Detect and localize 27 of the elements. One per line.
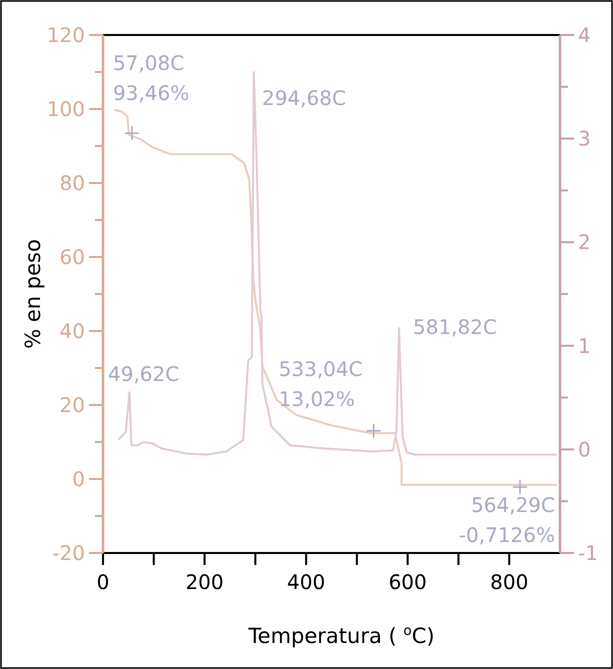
y-tick-label: 40 — [60, 319, 85, 343]
y-tick-label: 80 — [60, 171, 85, 195]
y2-tick-label: 4 — [578, 23, 591, 47]
annotation: 57,08C 93,46% — [112, 51, 190, 106]
annotation: 294,68C — [262, 86, 346, 110]
annotation: 564,29C -0,7126% — [458, 493, 555, 547]
y2-tick-label: 3 — [578, 126, 591, 151]
y-tick-label: 60 — [60, 245, 85, 269]
y-tick-label: 120 — [46, 23, 85, 47]
annotation: 533,04C 13,02% — [278, 356, 363, 411]
y2-tick-label: 2 — [578, 230, 591, 254]
x-tick-label: 800 — [490, 570, 528, 594]
y-tick-label: -20 — [52, 541, 85, 565]
annotation: 49,62C — [108, 362, 180, 386]
x-tick-label: 400 — [287, 570, 326, 594]
y-tick-label: 100 — [46, 97, 85, 121]
x-tick-label: 200 — [185, 570, 224, 594]
y-axis-title: % en peso — [21, 239, 45, 349]
y-tick-label: 0 — [72, 467, 85, 491]
y-tick-label: 20 — [60, 393, 85, 417]
y2-tick-label: 1 — [578, 334, 591, 358]
x-tick-label: 0 — [96, 570, 110, 594]
y2-tick-label: 0 — [578, 437, 591, 462]
x-tick-label: 600 — [388, 570, 427, 594]
annotation: 581,82C — [413, 315, 497, 339]
x-axis-title: Temperatura ( $^{o}$C) — [247, 623, 435, 648]
y2-tick-label: -1 — [578, 541, 598, 565]
